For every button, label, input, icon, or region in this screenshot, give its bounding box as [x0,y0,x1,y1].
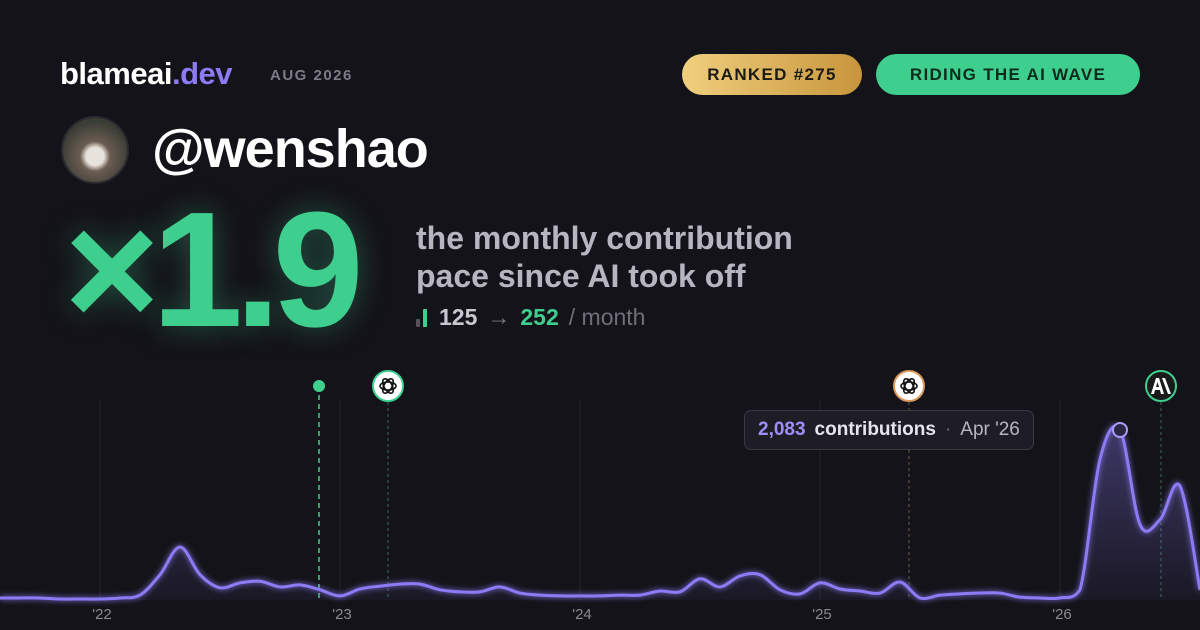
line [0,424,1200,601]
description: the monthly contribution [416,220,793,256]
bars-icon [416,308,427,327]
tooltip-date: Apr '26 [960,419,1020,440]
before: 125 [439,304,478,330]
openai-icon [372,370,404,402]
tooltip-separator: · [944,419,952,440]
description: pace since AI took off [416,258,746,294]
avatar [61,116,129,184]
openai-icon [893,370,925,402]
status-badge: RIDING THE AI WAVE [876,54,1140,95]
x-tick-label: '26 [1052,606,1072,623]
after: 252 [520,304,559,330]
brand: blameai.dev [60,56,232,92]
x-tick-label: '22 [92,606,112,623]
plot [0,421,1200,601]
brand-tld: .dev [171,56,233,91]
grid: '22 '23 '24 '25 '26 [92,400,1072,623]
handle: @wenshao [152,119,429,179]
tooltip-text: contributions [814,419,936,440]
unit: / month [568,304,646,330]
rate: 125 → 252 / month [416,304,645,331]
tooltip-value: 2,083 [758,419,806,440]
area [0,426,1200,600]
peak-marker [1112,421,1128,438]
multiplier: ×1.9 [64,178,364,361]
rank-badge: RANKED #275 [682,54,862,95]
date: AUG 2026 [270,67,353,84]
x-tick-label: '24 [572,606,592,623]
anthropic-icon [1145,370,1177,402]
event-dot [313,380,325,392]
arrow: → [487,304,511,330]
tooltip: 2,083 contributions · Apr '26 [744,410,1034,450]
brand-name: blameai [60,56,172,91]
x-tick-label: '23 [332,606,352,623]
x-tick-label: '25 [812,606,832,623]
